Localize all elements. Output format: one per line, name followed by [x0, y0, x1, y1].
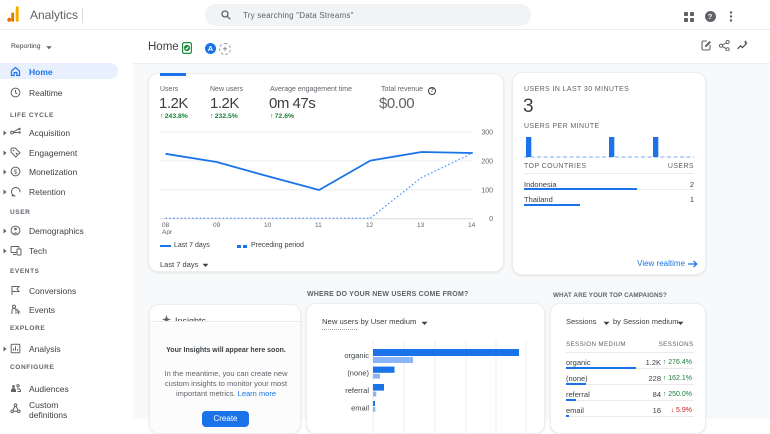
- svg-text:100: 100: [481, 187, 493, 194]
- svg-text:300: 300: [481, 130, 493, 137]
- svg-text:09: 09: [213, 222, 221, 229]
- svg-text:(none): (none): [347, 369, 369, 378]
- svg-text:13: 13: [417, 222, 425, 229]
- svg-text:organic: organic: [344, 351, 369, 360]
- svg-text:0: 0: [489, 216, 493, 223]
- svg-text:12: 12: [366, 222, 374, 229]
- svg-text:200: 200: [481, 158, 493, 165]
- svg-text:email: email: [351, 404, 369, 413]
- svg-text:referral: referral: [345, 386, 369, 395]
- svg-text:08: 08: [162, 222, 170, 229]
- svg-text:10: 10: [264, 222, 272, 229]
- svg-text:Apr: Apr: [162, 229, 173, 235]
- svg-text:$: $: [14, 169, 18, 176]
- svg-text:11: 11: [315, 222, 322, 229]
- svg-text:14: 14: [468, 222, 476, 229]
